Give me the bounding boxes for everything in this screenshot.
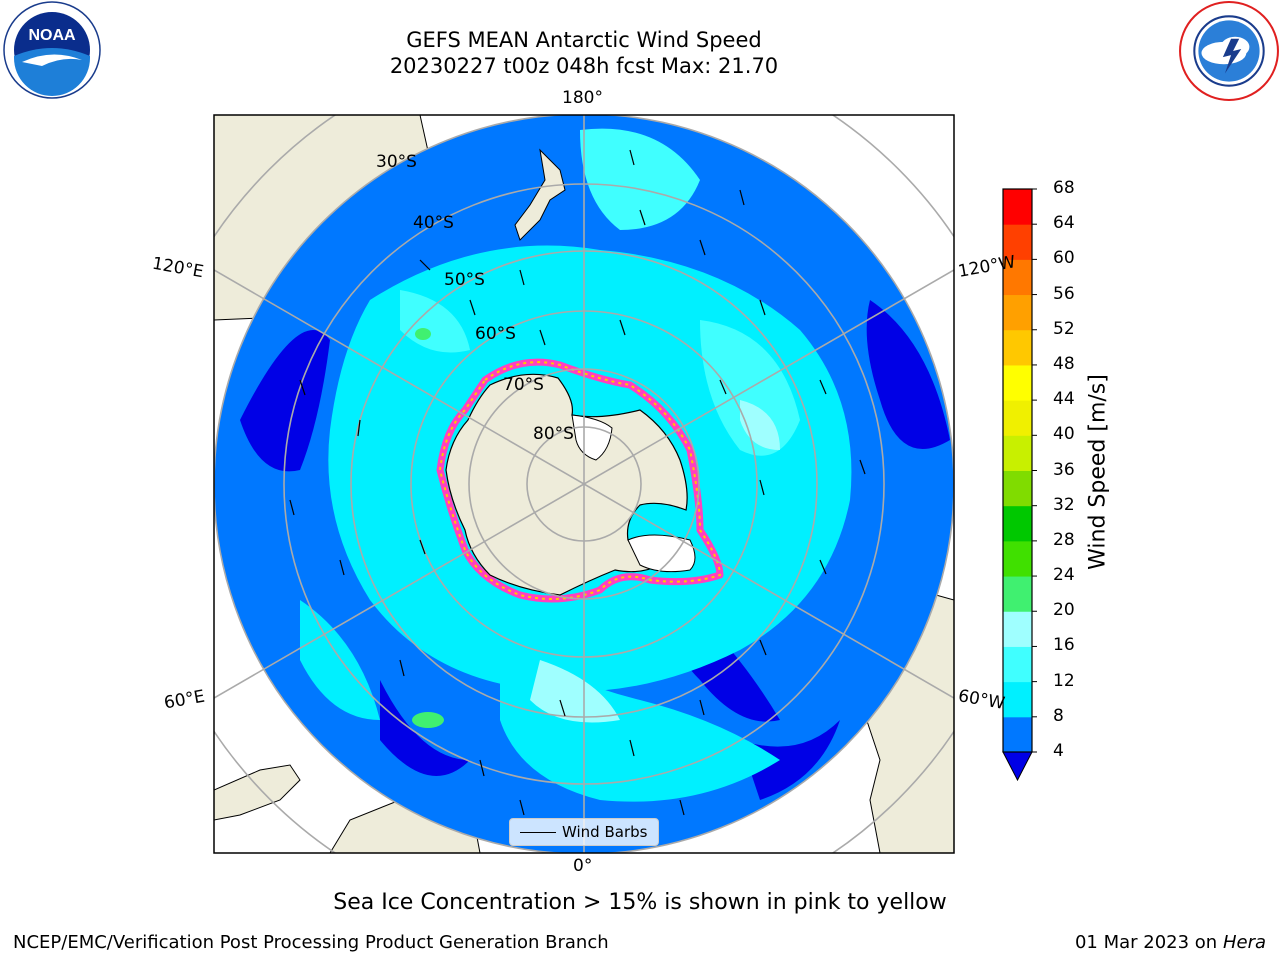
footer-branch: NCEP/EMC/Verification Post Processing Pr… xyxy=(13,932,609,953)
footer-machine: Hera xyxy=(1222,932,1266,953)
colorbar-segment xyxy=(1003,716,1032,753)
colorbar-tick-label: 48 xyxy=(1053,353,1075,374)
colorbar-segment xyxy=(1003,364,1032,401)
chart-subtitle: 20230227 t00z 048h fcst Max: 21.70 xyxy=(389,54,779,78)
lon-label-0: 0° xyxy=(573,856,593,876)
noaa-logo: NOAA xyxy=(3,1,101,99)
colorbar-tick-label: 8 xyxy=(1053,705,1064,726)
colorbar-tick-label: 20 xyxy=(1053,600,1075,621)
colorbar xyxy=(1003,189,1032,753)
colorbar-tick-label: 68 xyxy=(1053,178,1075,198)
lat-label-50s: 50°S xyxy=(444,270,485,290)
sea-ice-caption: Sea Ice Concentration > 15% is shown in … xyxy=(333,890,947,915)
lat-label-60s: 60°S xyxy=(475,324,516,344)
wind-barbs xyxy=(289,149,866,816)
colorbar-tick-label: 4 xyxy=(1053,741,1064,761)
colorbar-segment xyxy=(1003,540,1032,577)
new-zealand-landmass xyxy=(514,148,566,241)
colorbar-tick-label: 24 xyxy=(1053,565,1075,586)
africa-landmass xyxy=(214,764,301,821)
colorbar-extend-min xyxy=(1002,751,1033,782)
colorbar-segment xyxy=(1003,681,1032,718)
colorbar-segment xyxy=(1003,329,1032,366)
colorbar-tick-label: 52 xyxy=(1053,318,1075,339)
map-area xyxy=(214,115,954,853)
colorbar-tick-label: 32 xyxy=(1053,494,1075,515)
colorbar-segment xyxy=(1003,294,1032,331)
colorbar-tick-label: 40 xyxy=(1053,424,1075,445)
map-legend: Wind Barbs xyxy=(509,818,659,846)
footer-date: 01 Mar 2023 on Hera xyxy=(1075,932,1266,953)
colorbar-tick-label: 56 xyxy=(1053,283,1075,304)
colorbar-segment xyxy=(1003,259,1032,296)
colorbar-segment xyxy=(1003,435,1032,471)
nws-logo xyxy=(1179,1,1279,101)
colorbar-tick-label: 60 xyxy=(1053,248,1075,269)
colorbar-segment xyxy=(1003,224,1032,260)
colorbar-tick-label: 12 xyxy=(1053,670,1075,691)
colorbar-segment xyxy=(1003,611,1032,647)
lat-label-40s: 40°S xyxy=(413,213,454,233)
noaa-logo-text: NOAA xyxy=(28,27,76,44)
colorbar-tick-label: 16 xyxy=(1053,635,1075,656)
lon-label-180: 180° xyxy=(562,88,603,108)
footer-date-text: 01 Mar 2023 on xyxy=(1074,932,1218,953)
colorbar-tick-label: 36 xyxy=(1053,459,1075,480)
colorbar-segment xyxy=(1003,400,1032,436)
colorbar-tick-label: 28 xyxy=(1053,529,1075,550)
lat-label-80s: 80°S xyxy=(533,424,574,444)
colorbar-segment xyxy=(1003,646,1032,683)
colorbar-segment xyxy=(1003,470,1032,507)
colorbar-label: Wind Speed [m/s] xyxy=(1085,374,1111,570)
colorbar-segment xyxy=(1003,576,1032,612)
chart-title: GEFS MEAN Antarctic Wind Speed xyxy=(406,28,762,52)
colorbar-tick-label: 44 xyxy=(1053,389,1075,410)
lat-label-30s: 30°S xyxy=(376,152,417,172)
colorbar-segment xyxy=(1003,505,1032,542)
colorbar-tick-label: 64 xyxy=(1053,213,1075,234)
wind-barb-legend-line xyxy=(520,832,556,833)
graticule xyxy=(214,115,954,853)
map-frame xyxy=(213,114,955,854)
lat-label-70s: 70°S xyxy=(503,375,544,395)
colorbar-segment xyxy=(1003,189,1032,225)
wind-barb-legend-label: Wind Barbs xyxy=(562,823,648,841)
